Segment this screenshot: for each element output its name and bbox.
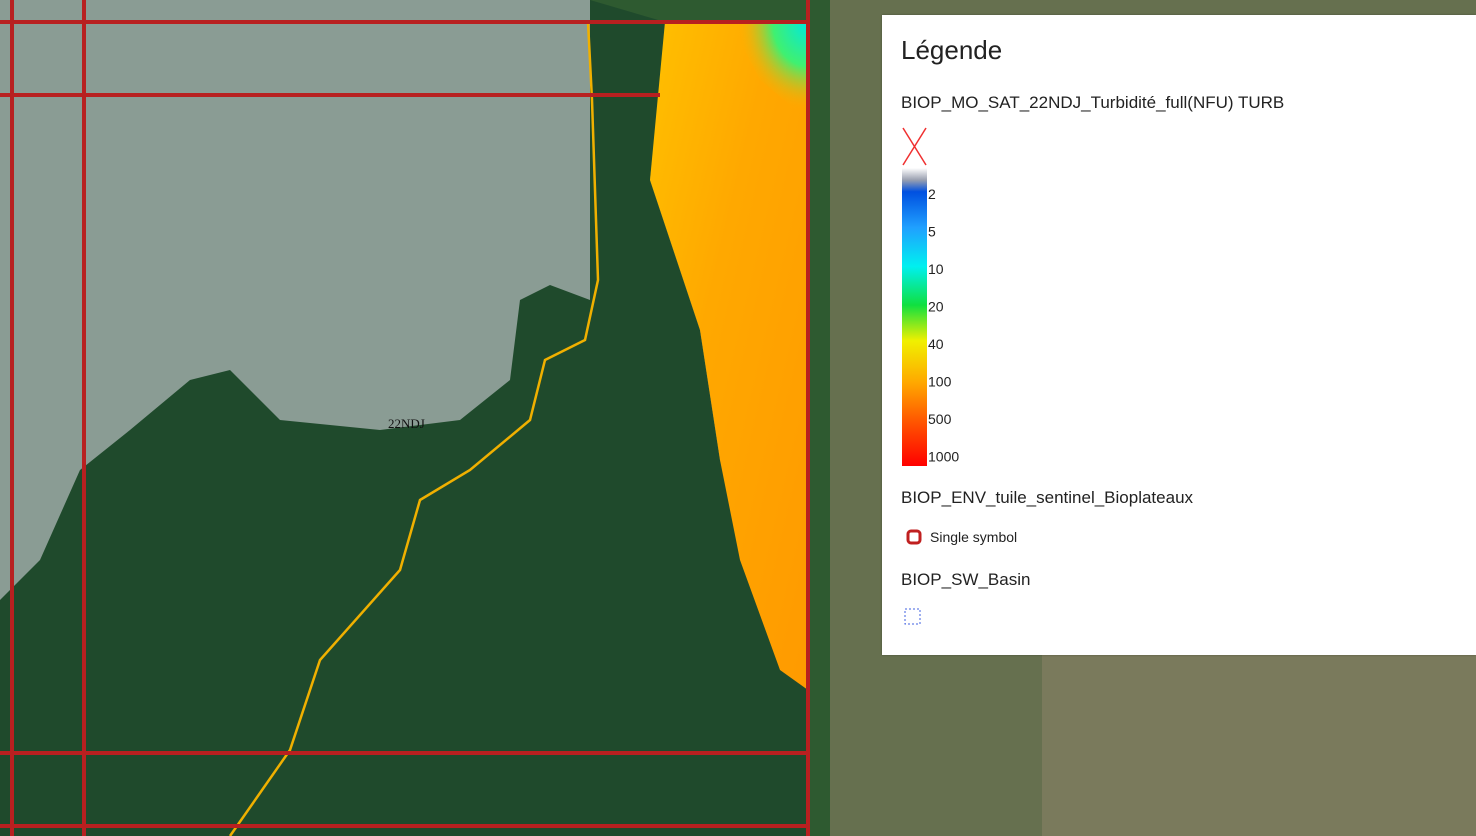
ramp-label: 500 [928, 411, 952, 427]
layer-name: BIOP_MO_SAT_22NDJ_Turbidité_full(NFU) TU… [901, 93, 1285, 112]
basin-symbol [904, 608, 921, 625]
ramp-label: 100 [928, 374, 952, 390]
ramp-label: 20 [928, 299, 944, 315]
no-data-symbol [902, 127, 927, 166]
ramp-bar [902, 168, 927, 466]
tile-label: 22NDJ [388, 416, 425, 431]
color-ramp: 2 5 10 20 40 100 500 1000 [902, 127, 959, 625]
forest [0, 0, 810, 836]
single-symbol [906, 529, 922, 545]
turbidity-raster [650, 22, 808, 690]
layer-name: BIOP_SW_Basin [901, 570, 1031, 589]
symbol-label: Single symbol [930, 529, 1018, 545]
river [228, 21, 600, 836]
ramp-label: 40 [928, 336, 944, 352]
sentinel-grid [0, 0, 810, 836]
legend-panel: Légende BIOP_MO_SAT_22NDJ_Turbidité_full… [882, 15, 1476, 655]
layer-name: BIOP_ENV_tuile_sentinel_Bioplateaux [901, 488, 1194, 507]
turbidity-raster [730, 22, 808, 120]
legend-title: Légende [901, 35, 1003, 65]
ramp-label: 5 [928, 224, 936, 240]
ramp-label: 2 [928, 186, 936, 202]
background-imagery [1042, 655, 1476, 836]
ramp-label: 1000 [928, 449, 959, 465]
ramp-label: 10 [928, 261, 944, 277]
